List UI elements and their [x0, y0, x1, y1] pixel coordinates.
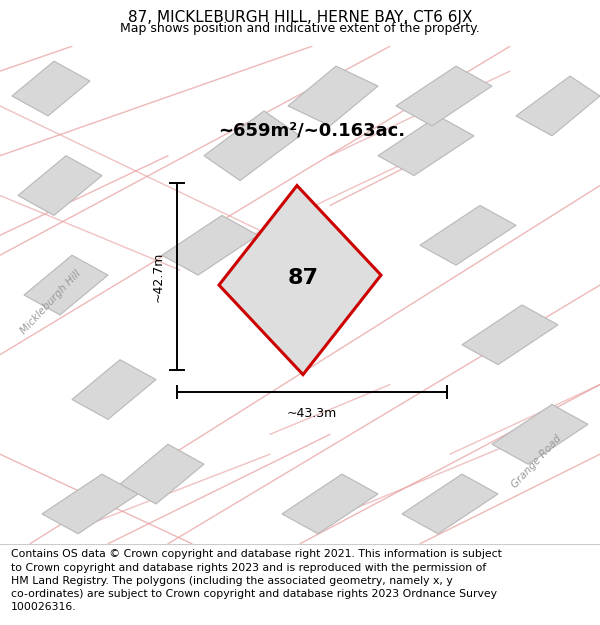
- Polygon shape: [72, 359, 156, 419]
- Polygon shape: [402, 474, 498, 534]
- Polygon shape: [120, 444, 204, 504]
- Polygon shape: [162, 216, 258, 275]
- Text: 87, MICKLEBURGH HILL, HERNE BAY, CT6 6JX: 87, MICKLEBURGH HILL, HERNE BAY, CT6 6JX: [128, 10, 472, 25]
- Polygon shape: [378, 116, 474, 176]
- Polygon shape: [204, 111, 300, 181]
- Polygon shape: [420, 206, 516, 265]
- Polygon shape: [492, 404, 588, 464]
- Polygon shape: [288, 66, 378, 126]
- Polygon shape: [516, 76, 600, 136]
- Polygon shape: [12, 61, 90, 116]
- Text: Contains OS data © Crown copyright and database right 2021. This information is : Contains OS data © Crown copyright and d…: [11, 549, 502, 612]
- Polygon shape: [396, 66, 492, 126]
- Polygon shape: [18, 156, 102, 216]
- Polygon shape: [219, 186, 381, 374]
- Text: Map shows position and indicative extent of the property.: Map shows position and indicative extent…: [120, 22, 480, 35]
- Polygon shape: [282, 474, 378, 534]
- Text: 87: 87: [287, 268, 319, 288]
- Polygon shape: [462, 305, 558, 364]
- Text: Grange Road: Grange Road: [510, 433, 564, 490]
- Polygon shape: [42, 474, 138, 534]
- Text: Mickleburgh Hill: Mickleburgh Hill: [19, 269, 83, 336]
- Polygon shape: [24, 255, 108, 315]
- Text: ~42.7m: ~42.7m: [152, 251, 165, 302]
- Text: ~659m²/~0.163ac.: ~659m²/~0.163ac.: [218, 122, 406, 140]
- Text: ~43.3m: ~43.3m: [287, 407, 337, 420]
